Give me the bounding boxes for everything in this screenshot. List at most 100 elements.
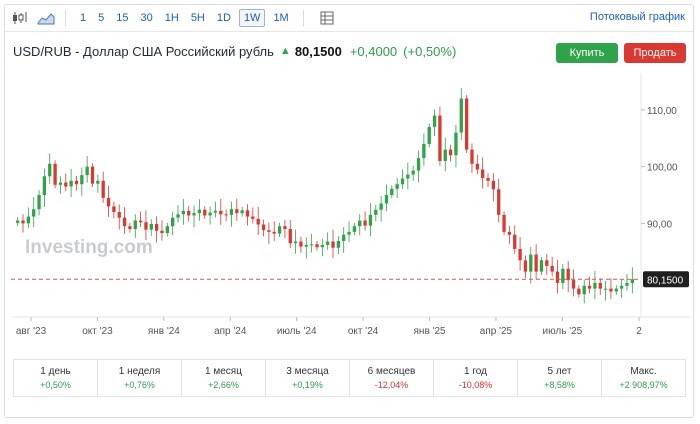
candle-body [523, 260, 528, 272]
performance-period: 1 месяц [205, 366, 242, 377]
candle-body [293, 241, 298, 244]
candle-body [85, 166, 89, 176]
candle-body [561, 268, 565, 283]
candle-body [384, 195, 389, 204]
performance-cell[interactable]: 1 месяц +2,66% [182, 360, 266, 396]
range-1m[interactable]: 1M [273, 12, 289, 24]
candle-body [614, 288, 618, 292]
performance-cell[interactable]: Макс. +2 908,97% [602, 360, 685, 396]
price-change-percent: (+0,50%) [403, 43, 457, 59]
candle-body [21, 220, 25, 224]
candle-body [219, 210, 223, 215]
performance-cell[interactable]: 6 месяцев -12,04% [350, 360, 434, 396]
candle-body [491, 180, 496, 190]
range-1d[interactable]: 1D [216, 12, 231, 24]
performance-cell[interactable]: 1 неделя +0,76% [98, 360, 182, 396]
performance-cell[interactable]: 1 год -10,08% [434, 360, 518, 396]
range-1w[interactable]: 1W [238, 9, 266, 27]
candle-body [619, 285, 624, 289]
candle-body [42, 176, 47, 195]
performance-value: +2 908,97% [619, 380, 668, 390]
range-15[interactable]: 15 [116, 12, 129, 24]
candle-body [128, 226, 132, 230]
candle-body [101, 180, 105, 198]
performance-period: 1 день [40, 366, 71, 377]
candle-body [475, 163, 479, 170]
performance-value: +2,66% [208, 380, 239, 390]
candle-body [513, 234, 517, 249]
candle-body [299, 241, 303, 247]
candlestick-chart[interactable]: 90,00 100,00 110,00 Investing.com 80,1500 авг… [5, 69, 695, 337]
candle-body [550, 265, 554, 272]
candle-body [90, 166, 95, 184]
candle-body [315, 244, 319, 248]
candle-body [32, 209, 36, 217]
candle-body [336, 240, 341, 248]
candle-body [96, 180, 100, 184]
candle-body [555, 271, 560, 283]
candle-body [358, 220, 362, 227]
performance-bar: 1 день +0,50% 1 неделя +0,76% 1 месяц +2,66% 3… [13, 359, 686, 397]
streaming-chart-link[interactable]: Потоковый график [589, 11, 685, 23]
candle-body [154, 223, 159, 231]
performance-cell[interactable]: 5 лет +8,58% [518, 360, 602, 396]
x-tick-label: июль '24 [277, 326, 317, 337]
range-5h[interactable]: 5H [190, 12, 205, 24]
candle-body [411, 170, 415, 175]
candle-body [481, 169, 485, 178]
current-price-label: 80,1500 [647, 275, 684, 286]
chart-toolbar: 1 5 15 30 1H 5H 1D 1W 1M Потоковый график [5, 5, 693, 32]
performance-period: 5 лет [547, 366, 572, 377]
area-chart-icon[interactable] [35, 9, 57, 27]
candle-body [443, 149, 447, 161]
candle-body [422, 143, 426, 159]
candle-body [454, 132, 458, 156]
candle-body [448, 149, 453, 156]
y-tick-label: 90,00 [647, 219, 672, 230]
time-range-group: 1 5 15 30 1H 5H 1D 1W 1M [74, 9, 295, 27]
candle-body [320, 244, 324, 248]
candle-body [288, 229, 292, 244]
performance-value: -12,04% [374, 380, 409, 390]
current-price-tag [643, 271, 689, 288]
x-tick-label: янв '24 [148, 326, 180, 337]
candle-body [208, 212, 212, 216]
candle-body [598, 282, 602, 289]
performance-value: +8,58% [544, 380, 575, 390]
candlestick-icon[interactable] [9, 9, 31, 27]
y-tick-label: 110,00 [647, 106, 677, 117]
candle-body [347, 231, 351, 235]
candle-body [187, 210, 191, 216]
x-tick-label: авг '23 [16, 326, 47, 337]
performance-cell[interactable]: 1 день +0,50% [14, 360, 98, 396]
candle-body [251, 216, 255, 219]
instrument-title: USD/RUB - Доллар США Российский рубль [13, 43, 274, 59]
candle-body [16, 220, 20, 223]
performance-cell[interactable]: 3 месяца +0,19% [266, 360, 350, 396]
candle-body [80, 175, 84, 185]
candle-body [374, 209, 378, 215]
table-view-icon[interactable] [316, 9, 338, 27]
candle-body [138, 220, 143, 223]
instrument-header: USD/RUB - Доллар США Российский рубль ▲ … [13, 39, 456, 63]
watermark-logo: Investing.com [25, 237, 153, 258]
performance-period: 1 неделя [118, 366, 161, 377]
candle-body [112, 206, 116, 213]
range-1h[interactable]: 1H [164, 12, 179, 24]
chart-widget: 1 5 15 30 1H 5H 1D 1W 1M Потоковый график USD/RU… [4, 4, 694, 418]
buy-button[interactable]: Купить [556, 43, 618, 63]
candle-body [245, 210, 250, 217]
x-tick-label: янв '25 [414, 326, 446, 337]
candle-body [235, 209, 239, 214]
candle-body [368, 214, 373, 226]
range-30[interactable]: 30 [140, 12, 153, 24]
candle-body [144, 222, 148, 230]
sell-button[interactable]: Продать [624, 43, 686, 63]
x-tick-label: июль '25 [543, 326, 583, 337]
candle-body [165, 226, 169, 234]
candle-body [400, 178, 405, 185]
range-1[interactable]: 1 [80, 12, 87, 24]
candle-body [630, 279, 634, 283]
range-5[interactable]: 5 [98, 12, 105, 24]
candle-body [331, 241, 335, 248]
